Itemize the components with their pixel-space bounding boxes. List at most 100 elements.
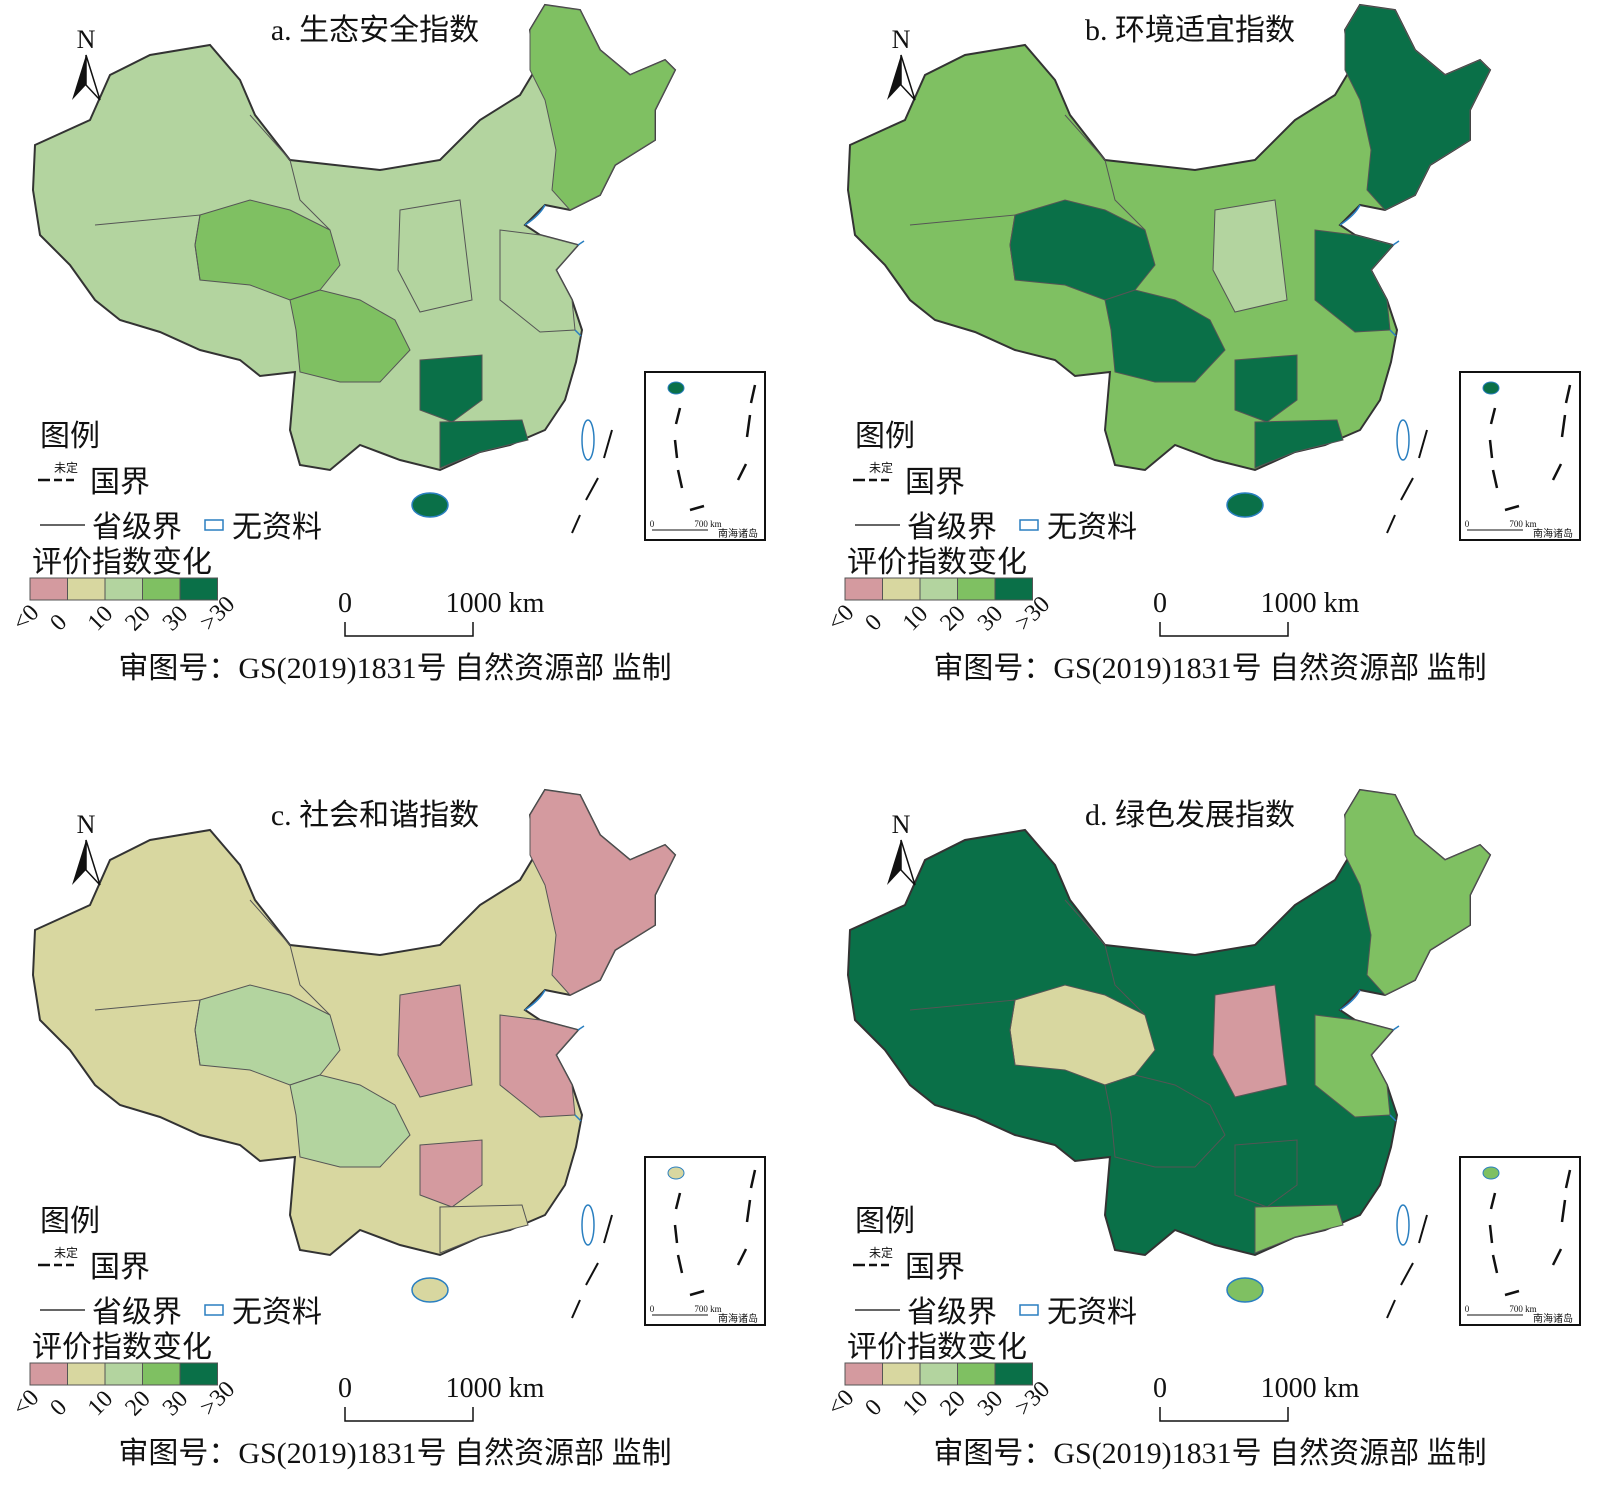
- inset-frame: [644, 371, 766, 541]
- province-region: [1212, 199, 1288, 313]
- legend-province: 省级界: [907, 511, 997, 544]
- inset-scale-label: 700 km: [694, 519, 721, 529]
- inset-border: [1488, 1169, 1572, 1297]
- province-region: [397, 199, 473, 313]
- legend-swatch: [844, 1362, 883, 1386]
- inset-island: [667, 381, 685, 395]
- scalebar-label: 1000 km: [446, 588, 545, 619]
- province-border: [909, 999, 1016, 1066]
- north-arrow: [900, 54, 916, 101]
- legend-class-label: 30: [973, 601, 1008, 636]
- legend-swatch: [179, 1362, 218, 1386]
- legend-nodata-symbol: [204, 1304, 224, 1316]
- legend-nodata: 无资料: [1047, 511, 1137, 544]
- legend-swatch: [882, 1362, 921, 1386]
- sea-border: [1386, 429, 1428, 534]
- north-arrow: [72, 840, 86, 885]
- legend-class-label: 0: [45, 1394, 72, 1421]
- legend-swatch: [957, 577, 996, 601]
- legend-scale-title: 评价指数变化: [32, 546, 212, 579]
- province-region: [1104, 289, 1226, 383]
- province-border: [249, 114, 331, 231]
- legend-border: 国界: [90, 466, 150, 499]
- legend-class-label: <0: [823, 1385, 859, 1421]
- province-region: [1254, 1204, 1344, 1254]
- province-region: [1104, 1074, 1226, 1168]
- legend-swatch: [104, 1362, 143, 1386]
- legend-scale-title: 评价指数变化: [32, 1331, 212, 1364]
- hainan: [411, 1277, 449, 1303]
- legend-class-label: 10: [83, 601, 118, 636]
- province-region: [289, 289, 411, 383]
- north-arrow: [85, 54, 101, 101]
- inset-scale-label: 700 km: [1509, 1304, 1536, 1314]
- legend-class-label: 10: [898, 1386, 933, 1421]
- legend-swatch: [179, 577, 218, 601]
- legend-nodata-symbol: [1019, 1304, 1039, 1316]
- province-region: [499, 229, 579, 333]
- province-border: [909, 214, 1016, 281]
- inset-island: [1482, 1166, 1500, 1180]
- province-region: [529, 4, 676, 211]
- legend-swatch: [142, 1362, 181, 1386]
- scalebar-label: 1000 km: [1261, 1373, 1360, 1404]
- legend-province: 省级界: [92, 511, 182, 544]
- inset-frame: [1459, 371, 1581, 541]
- legend-border: 国界: [905, 466, 965, 499]
- panel-title: d. 绿色发展指数: [1085, 799, 1295, 832]
- legend-class-label: <0: [823, 600, 859, 636]
- legend-class-label: 30: [973, 1386, 1008, 1421]
- scalebar: [344, 622, 474, 637]
- scalebar-zero: 0: [338, 1373, 352, 1404]
- legend-class-label: 20: [120, 1386, 155, 1421]
- legend-province: 省级界: [92, 1296, 182, 1329]
- panel-title: a. 生态安全指数: [271, 14, 479, 47]
- scalebar-zero: 0: [338, 588, 352, 619]
- legend-class-label: 30: [158, 601, 193, 636]
- coast: [524, 204, 585, 337]
- province-region: [499, 1014, 579, 1118]
- legend-nodata-symbol: [1019, 519, 1039, 531]
- inset-scale-zero: 0: [650, 519, 655, 529]
- legend-class-label: 0: [45, 609, 72, 636]
- province-region: [1344, 4, 1491, 211]
- inset-scale-label: 700 km: [1509, 519, 1536, 529]
- legend-scale-title: 评价指数变化: [847, 1331, 1027, 1364]
- coast: [1339, 204, 1400, 337]
- province-region: [1254, 419, 1344, 469]
- legend-class-label: 0: [860, 1394, 887, 1421]
- legend-swatch: [919, 577, 958, 601]
- panel-title: c. 社会和谐指数: [271, 799, 479, 832]
- country: [846, 788, 1492, 1257]
- north-label: N: [77, 810, 96, 839]
- province-border: [94, 214, 201, 281]
- legend-title: 图例: [40, 1205, 100, 1238]
- inset-scale-zero: 0: [1465, 1304, 1470, 1314]
- scalebar: [1159, 1407, 1289, 1422]
- approval: 审图号：GS(2019)1831号 自然资源部 监制: [118, 1437, 671, 1470]
- country: [846, 3, 1492, 472]
- approval: 审图号：GS(2019)1831号 自然资源部 监制: [933, 652, 1486, 685]
- province-border: [1064, 899, 1146, 1016]
- legend-title: 图例: [855, 420, 915, 453]
- legend-nodata: 无资料: [232, 511, 322, 544]
- legend-nodata: 无资料: [1047, 1296, 1137, 1329]
- coast: [1339, 989, 1400, 1122]
- province-region: [1314, 229, 1394, 333]
- taiwan: [581, 1204, 595, 1246]
- taiwan: [1396, 419, 1410, 461]
- legend-swatch: [67, 577, 106, 601]
- province-region: [439, 419, 529, 469]
- province-region: [1234, 1139, 1298, 1208]
- north-arrow: [887, 840, 901, 885]
- inset-border: [673, 384, 757, 512]
- legend-title: 图例: [40, 420, 100, 453]
- sea-border: [571, 429, 613, 534]
- inset-scale-zero: 0: [650, 1304, 655, 1314]
- hainan: [1226, 1277, 1264, 1303]
- scalebar-zero: 0: [1153, 588, 1167, 619]
- legend-class-label: 30: [158, 1386, 193, 1421]
- legend-class-label: 20: [935, 1386, 970, 1421]
- province-region: [1234, 354, 1298, 423]
